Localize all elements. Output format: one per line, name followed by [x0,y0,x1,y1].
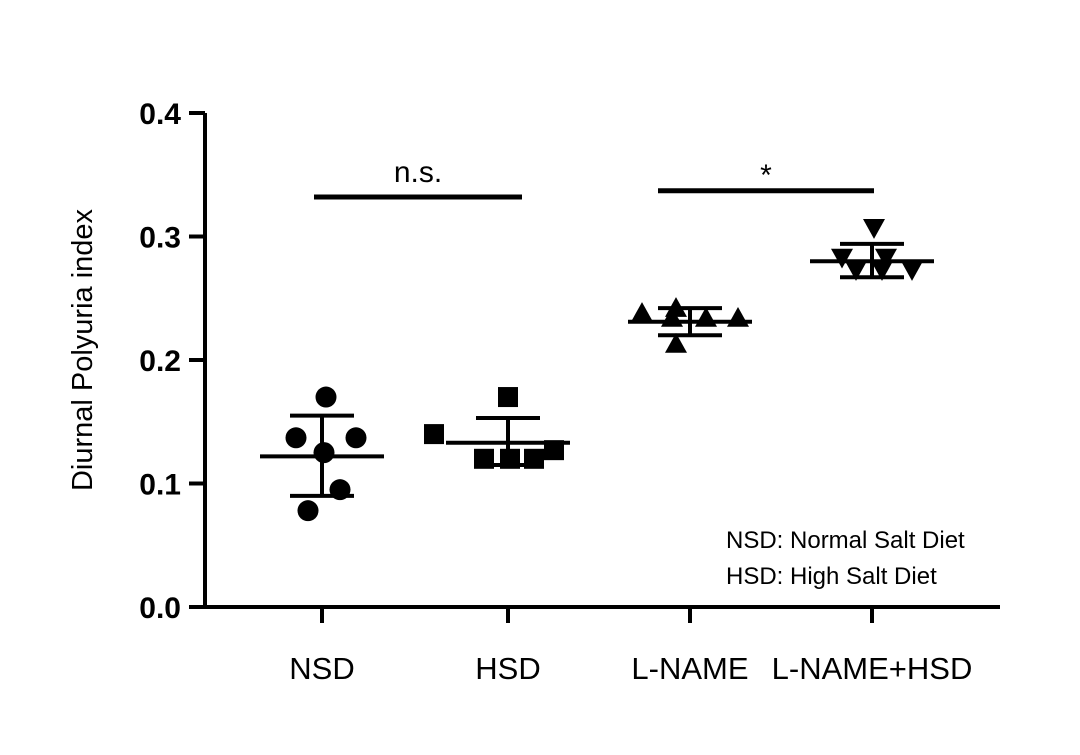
data-point [665,332,687,353]
significance-label: * [760,159,772,192]
data-point [313,442,335,464]
data-point [544,440,564,461]
data-point [424,424,444,445]
data-point [901,261,923,281]
group-hsd [424,387,570,469]
y-axis-label: Diurnal Polyuria index [67,208,99,491]
data-point [845,261,867,281]
group-nsd [260,386,384,522]
axes: 0.0 0.1 0.2 0.3 0.4 NSD HSD L-NAME L-NAME+HSD [139,98,1000,686]
data-point [285,427,307,449]
legend: NSD: Normal Salt Diet HSD: High Salt Die… [726,527,965,590]
data-point [498,387,518,408]
data-point [695,307,717,327]
data-point [345,427,367,449]
data-point [474,448,494,469]
significance-bars: n.s. * [314,156,874,200]
x-category-label: L-NAME [631,651,748,686]
data-point [831,248,853,269]
x-category-label: HSD [475,651,540,686]
significance-label: n.s. [394,156,442,189]
group-l-name [628,297,752,353]
y-tick-label: 0.0 [139,592,181,625]
y-tick-label: 0.4 [139,98,181,131]
data-point [297,500,319,522]
data-point [661,307,683,327]
data-point [500,448,520,469]
data-groups [260,219,934,522]
legend-entry-hsd: HSD: High Salt Diet [726,563,937,590]
data-point [875,248,897,269]
group-l-name-hsd [810,219,934,281]
data-point [631,302,653,322]
data-point [329,479,351,501]
data-point [871,261,893,281]
data-point [863,219,885,239]
data-point [524,448,544,469]
y-tick-label: 0.3 [139,222,181,255]
x-category-label: L-NAME+HSD [772,651,973,686]
x-category-label: NSD [289,651,354,686]
data-point [727,307,749,327]
legend-entry-nsd: NSD: Normal Salt Diet [726,527,965,554]
data-point [315,386,337,408]
y-tick-label: 0.1 [139,469,181,502]
y-tick-label: 0.2 [139,345,181,378]
